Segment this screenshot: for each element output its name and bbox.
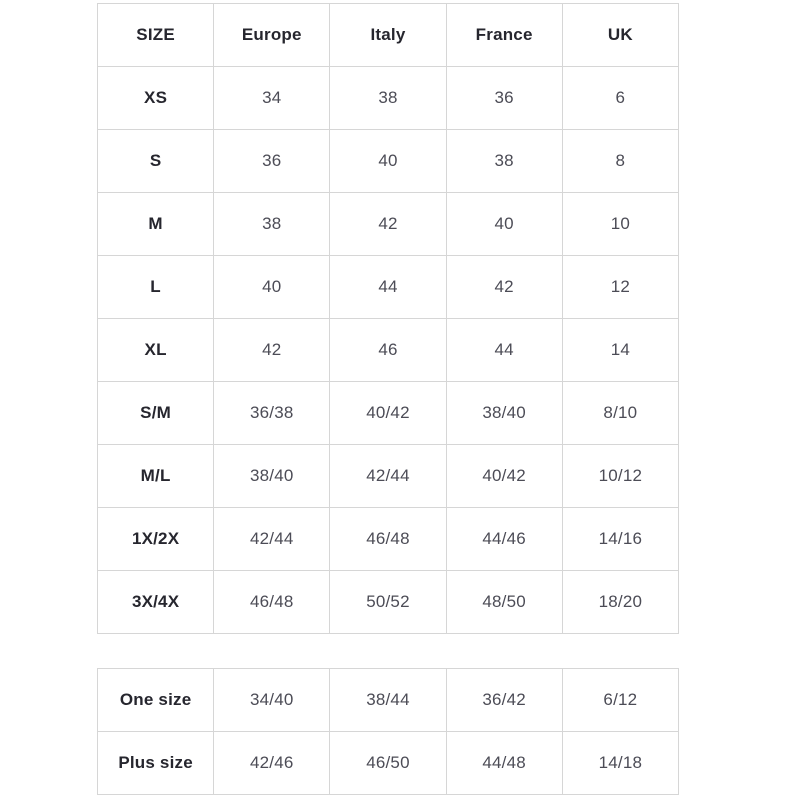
special-sizes-table: One size 34/40 38/44 36/42 6/12 Plus siz… xyxy=(96,668,680,795)
table-row-l: L 40 44 42 12 xyxy=(96,255,680,319)
row-label: S xyxy=(96,129,215,193)
size-cell: 40/42 xyxy=(445,444,563,508)
size-cell: 10/12 xyxy=(561,444,680,508)
row-label: 1X/2X xyxy=(96,507,215,571)
size-cell: 36/38 xyxy=(213,381,331,445)
size-cell: 38 xyxy=(213,192,331,256)
size-cell: 6 xyxy=(561,66,680,130)
size-cell: 44 xyxy=(445,318,563,382)
size-cell: 46/48 xyxy=(213,570,331,634)
size-cell: 12 xyxy=(561,255,680,319)
size-cell: 10 xyxy=(561,192,680,256)
size-cell: 18/20 xyxy=(561,570,680,634)
table-header-row: SIZE Europe Italy France UK xyxy=(96,3,680,67)
table-row-plus-size: Plus size 42/46 46/50 44/48 14/18 xyxy=(96,731,680,795)
size-cell: 6/12 xyxy=(561,668,680,732)
size-cell: 48/50 xyxy=(445,570,563,634)
table-row-m-l: M/L 38/40 42/44 40/42 10/12 xyxy=(96,444,680,508)
size-cell: 38 xyxy=(445,129,563,193)
row-label: L xyxy=(96,255,215,319)
table-row-xl: XL 42 46 44 14 xyxy=(96,318,680,382)
size-cell: 46/50 xyxy=(329,731,447,795)
table-row-xs: XS 34 38 36 6 xyxy=(96,66,680,130)
size-cell: 42 xyxy=(329,192,447,256)
header-size: SIZE xyxy=(96,3,215,67)
size-cell: 38/40 xyxy=(213,444,331,508)
size-cell: 34/40 xyxy=(213,668,331,732)
table-row-3x-4x: 3X/4X 46/48 50/52 48/50 18/20 xyxy=(96,570,680,634)
size-cell: 36 xyxy=(213,129,331,193)
size-cell: 36/42 xyxy=(445,668,563,732)
header-france: France xyxy=(445,3,563,67)
row-label: 3X/4X xyxy=(96,570,215,634)
size-cell: 42 xyxy=(213,318,331,382)
size-cell: 44/46 xyxy=(445,507,563,571)
row-label: One size xyxy=(96,668,215,732)
size-cell: 14/16 xyxy=(561,507,680,571)
size-cell: 8/10 xyxy=(561,381,680,445)
size-cell: 38 xyxy=(329,66,447,130)
row-label: XL xyxy=(96,318,215,382)
size-cell: 46 xyxy=(329,318,447,382)
row-label: M/L xyxy=(96,444,215,508)
size-cell: 14/18 xyxy=(561,731,680,795)
row-label: S/M xyxy=(96,381,215,445)
size-cell: 44 xyxy=(329,255,447,319)
size-cell: 38/44 xyxy=(329,668,447,732)
row-label: XS xyxy=(96,66,215,130)
header-italy: Italy xyxy=(329,3,447,67)
row-label: M xyxy=(96,192,215,256)
size-cell: 38/40 xyxy=(445,381,563,445)
table-row-s-m: S/M 36/38 40/42 38/40 8/10 xyxy=(96,381,680,445)
row-label: Plus size xyxy=(96,731,215,795)
size-cell: 42/46 xyxy=(213,731,331,795)
size-cell: 40 xyxy=(445,192,563,256)
size-cell: 50/52 xyxy=(329,570,447,634)
size-conversion-table: SIZE Europe Italy France UK XS 34 38 36 … xyxy=(96,3,680,634)
size-cell: 40 xyxy=(329,129,447,193)
size-cell: 42/44 xyxy=(213,507,331,571)
size-cell: 40 xyxy=(213,255,331,319)
size-cell: 44/48 xyxy=(445,731,563,795)
table-row-m: M 38 42 40 10 xyxy=(96,192,680,256)
header-europe: Europe xyxy=(213,3,331,67)
table-row-one-size: One size 34/40 38/44 36/42 6/12 xyxy=(96,668,680,732)
table-row-1x-2x: 1X/2X 42/44 46/48 44/46 14/16 xyxy=(96,507,680,571)
size-cell: 8 xyxy=(561,129,680,193)
table-row-s: S 36 40 38 8 xyxy=(96,129,680,193)
size-cell: 14 xyxy=(561,318,680,382)
header-uk: UK xyxy=(561,3,680,67)
size-cell: 46/48 xyxy=(329,507,447,571)
size-cell: 42 xyxy=(445,255,563,319)
size-cell: 34 xyxy=(213,66,331,130)
size-cell: 42/44 xyxy=(329,444,447,508)
size-cell: 40/42 xyxy=(329,381,447,445)
size-cell: 36 xyxy=(445,66,563,130)
